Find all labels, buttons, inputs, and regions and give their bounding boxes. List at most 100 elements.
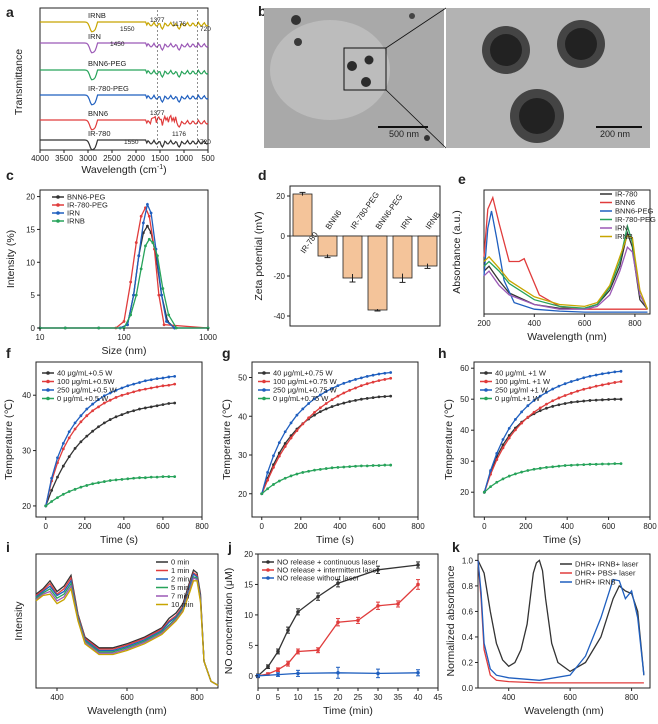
data-point — [318, 410, 322, 413]
data-point — [383, 395, 387, 398]
tem-zoom-box — [343, 47, 387, 91]
data-point — [50, 489, 54, 492]
data-point — [266, 471, 270, 474]
data-point — [557, 396, 561, 400]
series-line-BNN6-PEG — [40, 224, 208, 329]
legend-marker — [46, 371, 50, 375]
data-point — [324, 402, 328, 405]
data-point — [67, 490, 71, 493]
data-point — [134, 241, 138, 244]
data-point — [600, 398, 604, 402]
data-point — [588, 386, 592, 390]
data-point — [120, 393, 124, 397]
data-point — [348, 465, 352, 469]
data-point — [354, 378, 357, 381]
data-point — [545, 466, 548, 469]
legend-label: IR-780-PEG — [67, 201, 108, 210]
data-point — [569, 463, 573, 467]
data-point — [61, 492, 65, 496]
data-point — [138, 381, 141, 384]
category-label: BNN6 — [324, 208, 344, 231]
y-axis-label: Intensity — [13, 601, 25, 641]
data-point — [336, 384, 340, 388]
data-point — [79, 485, 83, 489]
y-tick-label: 50 — [460, 395, 469, 404]
legend-label: 0 μg/mL+0.75 W — [273, 394, 329, 403]
data-point — [97, 425, 100, 429]
panel-k-letter: k — [452, 539, 460, 555]
legend-label: 40 μg/mL+0.75 W — [273, 369, 333, 378]
data-point — [102, 401, 106, 405]
data-point — [330, 405, 334, 408]
data-point — [526, 404, 530, 408]
data-point — [307, 469, 311, 473]
data-point — [576, 463, 579, 467]
data-point — [138, 476, 141, 480]
data-point — [138, 407, 141, 411]
x-tick-label: 3000 — [79, 154, 97, 163]
data-point — [551, 387, 555, 391]
data-point — [85, 434, 89, 438]
y-tick-label: 20 — [276, 192, 285, 201]
data-point — [365, 374, 369, 378]
data-point — [97, 405, 100, 409]
series-line-IRNB — [40, 238, 208, 329]
legend-marker — [56, 195, 60, 199]
y-tick-label: 20 — [460, 488, 469, 497]
data-point — [50, 500, 54, 503]
data-point — [266, 487, 270, 491]
data-point — [538, 466, 542, 470]
data-point — [132, 293, 135, 297]
data-point — [126, 323, 129, 327]
data-point — [330, 466, 334, 470]
series-line-DHR+ IRNB+ laser — [477, 559, 645, 676]
y-tick-label: 40 — [460, 426, 469, 435]
legend-marker — [56, 211, 60, 215]
data-point — [359, 397, 363, 401]
x-tick-label: 600 — [156, 522, 170, 531]
data-point — [538, 394, 542, 398]
legend-label: 0 min — [171, 558, 189, 567]
data-point — [389, 371, 393, 374]
data-point — [600, 372, 604, 376]
series-line-BNN6-PEG — [483, 210, 648, 313]
data-point — [582, 399, 586, 403]
data-point — [576, 400, 579, 404]
plot-frame-panel-g — [251, 361, 419, 518]
x-tick-label: 800 — [411, 522, 425, 531]
data-point — [307, 402, 311, 405]
legend-label: 250 μg/mL+0.75 W — [273, 386, 338, 395]
data-point — [371, 464, 375, 467]
data-point — [538, 409, 542, 413]
legend-marker — [56, 219, 60, 223]
data-point — [165, 320, 168, 323]
data-point — [61, 464, 65, 468]
panel-a-frame — [39, 7, 209, 151]
y-tick-label: 30 — [238, 451, 247, 460]
y-tick-label: 20 — [238, 490, 247, 499]
data-point — [607, 382, 610, 386]
data-point — [557, 403, 561, 407]
x-tick-label: 600 — [578, 319, 592, 328]
ftir-peak-annotation: 1377 — [150, 17, 165, 24]
data-point — [377, 395, 381, 399]
legend-label: 250 μg/mL+0.5 W — [57, 386, 117, 395]
data-point — [607, 462, 610, 466]
data-point — [383, 371, 387, 375]
data-point — [67, 455, 71, 459]
data-point — [313, 410, 316, 414]
data-point — [563, 402, 567, 405]
data-point — [126, 384, 130, 388]
x-axis-label: Time (min) — [323, 705, 373, 717]
data-point — [143, 387, 147, 391]
x-tick-label: 500 — [201, 154, 215, 163]
data-point — [295, 472, 299, 476]
y-tick-label: 5 — [31, 291, 36, 300]
y-axis-label: Temperature (℃) — [3, 399, 15, 480]
x-axis-label: Time (s) — [100, 534, 138, 546]
data-point — [73, 427, 77, 431]
ftir-trace-label: BNN6 — [88, 109, 108, 118]
y-axis-label: Intensity (%) — [5, 230, 17, 288]
legend-label: 2 min — [171, 575, 189, 584]
ftir-trace-label: BNN6-PEG — [88, 59, 127, 68]
